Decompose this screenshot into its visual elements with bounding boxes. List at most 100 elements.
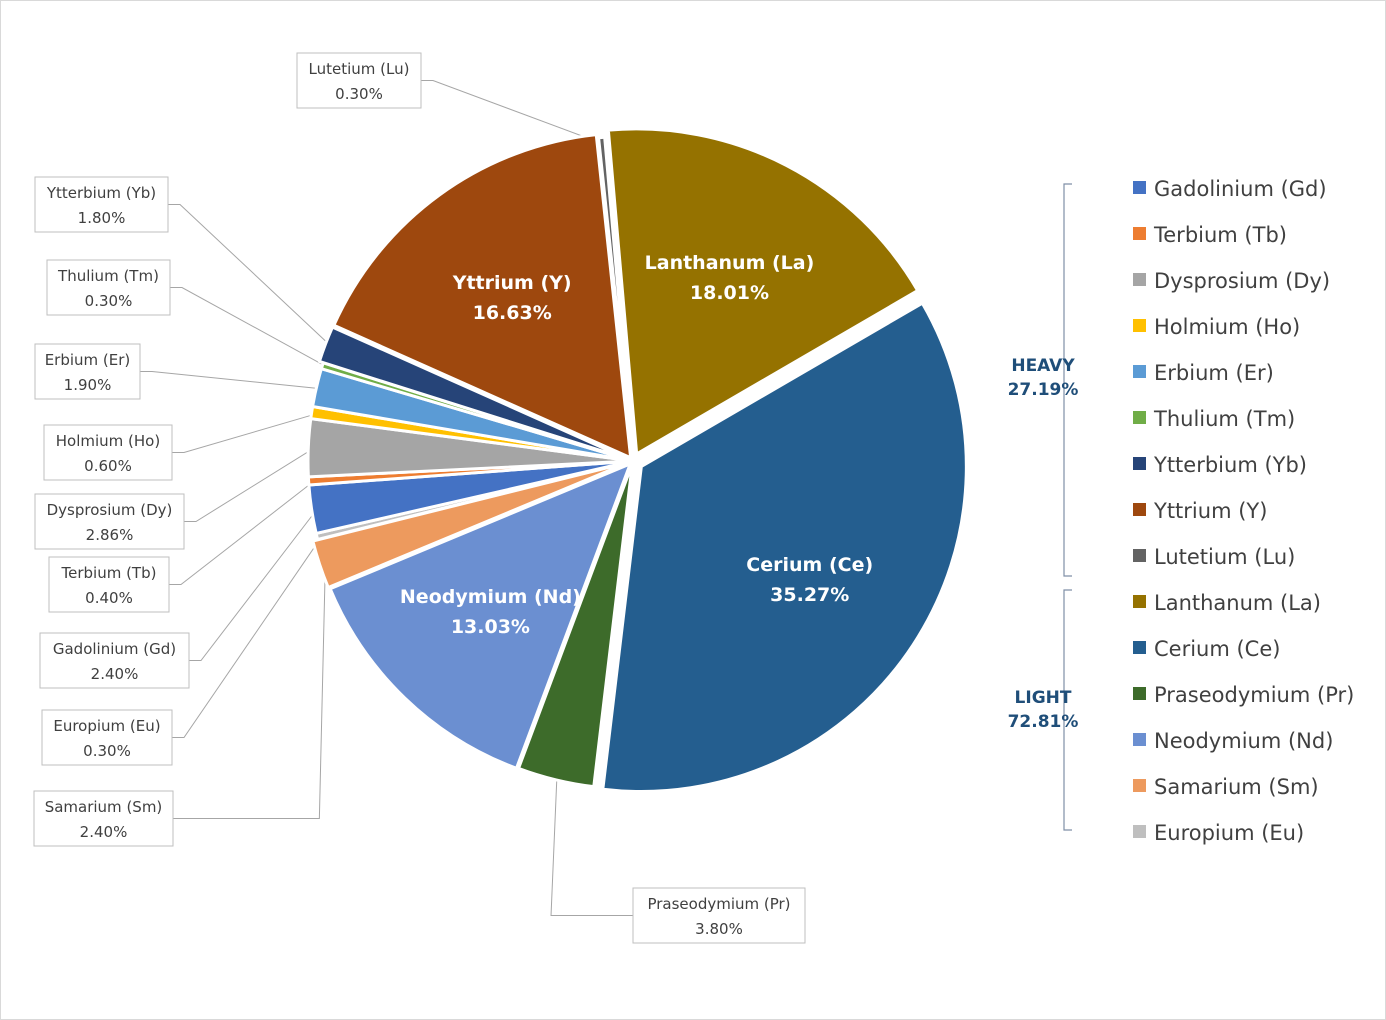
slice-cerium: [601, 301, 968, 793]
callout-name-praseodymium: Praseodymium (Pr): [647, 895, 790, 913]
legend-label-gadolinium: Gadolinium (Gd): [1154, 177, 1327, 201]
slice-label-cerium: Cerium (Ce): [746, 554, 873, 576]
callout-box-lutetium: [296, 52, 422, 109]
legend-swatch-lanthanum: [1133, 595, 1146, 608]
legend-label-praseodymium: Praseodymium (Pr): [1154, 683, 1354, 707]
slice-label-lanthanum: Lanthanum (La): [645, 252, 815, 274]
bracket-light: [1063, 589, 1072, 831]
callout-box-europium: [41, 709, 173, 766]
legend-label-yttrium: Yttrium (Y): [1153, 499, 1267, 523]
legend-swatch-neodymium: [1133, 733, 1146, 746]
legend-swatch-terbium: [1133, 227, 1146, 240]
callout-value-gadolinium: 2.40%: [91, 665, 139, 683]
slice-yttrium: [332, 133, 633, 460]
callout-value-dysprosium: 2.86%: [86, 526, 134, 544]
group-value-heavy: 27.19%: [1008, 380, 1079, 400]
legend-swatch-lutetium: [1133, 549, 1146, 562]
callout-name-lutetium: Lutetium (Lu): [309, 60, 410, 78]
legend-swatch-samarium: [1133, 779, 1146, 792]
legend-swatch-dysprosium: [1133, 273, 1146, 286]
callout-value-europium: 0.30%: [83, 742, 131, 760]
callout-name-holmium: Holmium (Ho): [56, 432, 160, 450]
slice-labels: Lanthanum (La) 18.01% Cerium (Ce) 35.27% Neo…: [400, 252, 873, 638]
callout-name-europium: Europium (Eu): [53, 717, 160, 735]
callout-box-holmium: [43, 424, 173, 481]
callout-box-thulium: [46, 259, 171, 316]
legend-label-europium: Europium (Eu): [1154, 821, 1304, 845]
legend-label-ytterbium: Ytterbium (Yb): [1153, 453, 1307, 477]
leader-terbium: [169, 480, 315, 585]
slice-samarium: [311, 461, 630, 589]
leader-ytterbium: [168, 204, 332, 347]
group-value-light: 72.81%: [1008, 712, 1079, 732]
slice-neodymium: [328, 462, 632, 770]
callout-box-ytterbium: [34, 176, 169, 233]
legend-label-thulium: Thulium (Tm): [1153, 407, 1295, 431]
group-label-heavy: HEAVY: [1011, 356, 1075, 376]
slice-label-neodymium: Neodymium (Nd): [400, 586, 581, 608]
callout-value-praseodymium: 3.80%: [695, 920, 743, 938]
legend-label-cerium: Cerium (Ce): [1154, 637, 1280, 661]
bracket-heavy: [1063, 183, 1072, 577]
callout-box-dysprosium: [34, 493, 185, 550]
callout-name-dysprosium: Dysprosium (Dy): [47, 501, 173, 519]
leader-holmium: [172, 412, 318, 453]
leader-dysprosium: [184, 447, 315, 522]
callout-labels: Praseodymium (Pr) 3.80% Samarium (Sm) 2.40%…: [33, 52, 806, 944]
legend-swatch-holmium: [1133, 319, 1146, 332]
leader-praseodymium: [550, 773, 633, 916]
legend-swatch-cerium: [1133, 641, 1146, 654]
leader-gadolinium: [189, 508, 318, 661]
leader-europium: [172, 534, 324, 738]
slice-lanthanum: [606, 127, 920, 456]
legend-label-lanthanum: Lanthanum (La): [1154, 591, 1321, 615]
pie-slices: [306, 127, 968, 793]
legend-label-samarium: Samarium (Sm): [1154, 775, 1319, 799]
slice-value-neodymium: 13.03%: [451, 616, 530, 638]
callout-name-samarium: Samarium (Sm): [45, 798, 163, 816]
callout-value-samarium: 2.40%: [80, 823, 128, 841]
callout-value-terbium: 0.40%: [85, 589, 133, 607]
slice-value-cerium: 35.27%: [770, 584, 849, 606]
leader-lutetium: [421, 80, 603, 144]
callout-name-erbium: Erbium (Er): [45, 351, 131, 369]
leader-thulium: [170, 287, 329, 369]
legend-label-dysprosium: Dysprosium (Dy): [1154, 269, 1330, 293]
callout-value-thulium: 0.30%: [85, 292, 133, 310]
callout-name-ytterbium: Ytterbium (Yb): [46, 184, 156, 202]
group-brackets: HEAVY 27.19% LIGHT 72.81%: [1008, 183, 1079, 831]
legend-label-terbium: Terbium (Tb): [1153, 223, 1287, 247]
legend-swatch-gadolinium: [1133, 181, 1146, 194]
callout-name-thulium: Thulium (Tm): [57, 267, 159, 285]
slice-lutetium: [597, 135, 635, 463]
callout-value-lutetium: 0.30%: [335, 85, 383, 103]
legend-swatch-thulium: [1133, 411, 1146, 424]
callout-value-holmium: 0.60%: [84, 457, 132, 475]
callout-leaders: [34, 80, 633, 916]
legend-label-lutetium: Lutetium (Lu): [1154, 545, 1295, 569]
slice-value-lanthanum: 18.01%: [690, 282, 769, 304]
slice-ytterbium: [317, 325, 631, 462]
callout-box-terbium: [48, 556, 170, 613]
callout-box-erbium: [34, 343, 141, 400]
legend-swatch-yttrium: [1133, 503, 1146, 516]
callout-box-gadolinium: [39, 632, 190, 689]
legend-swatch-praseodymium: [1133, 687, 1146, 700]
slice-label-yttrium: Yttrium (Y): [452, 272, 572, 294]
callout-box-samarium: [33, 790, 174, 847]
leader-erbium: [140, 371, 323, 390]
group-label-light: LIGHT: [1015, 688, 1072, 708]
legend-swatch-erbium: [1133, 365, 1146, 378]
legend-label-erbium: Erbium (Er): [1154, 361, 1274, 385]
legend: Gadolinium (Gd) Terbium (Tb) Dysprosium (D…: [1133, 177, 1354, 845]
callout-value-erbium: 1.90%: [64, 376, 112, 394]
callout-box-praseodymium: [632, 887, 806, 944]
callout-value-ytterbium: 1.80%: [78, 209, 126, 227]
legend-swatch-ytterbium: [1133, 457, 1146, 470]
callout-name-gadolinium: Gadolinium (Gd): [53, 640, 176, 658]
callout-name-terbium: Terbium (Tb): [61, 564, 157, 582]
legend-label-holmium: Holmium (Ho): [1154, 315, 1300, 339]
slice-value-yttrium: 16.63%: [473, 302, 552, 324]
